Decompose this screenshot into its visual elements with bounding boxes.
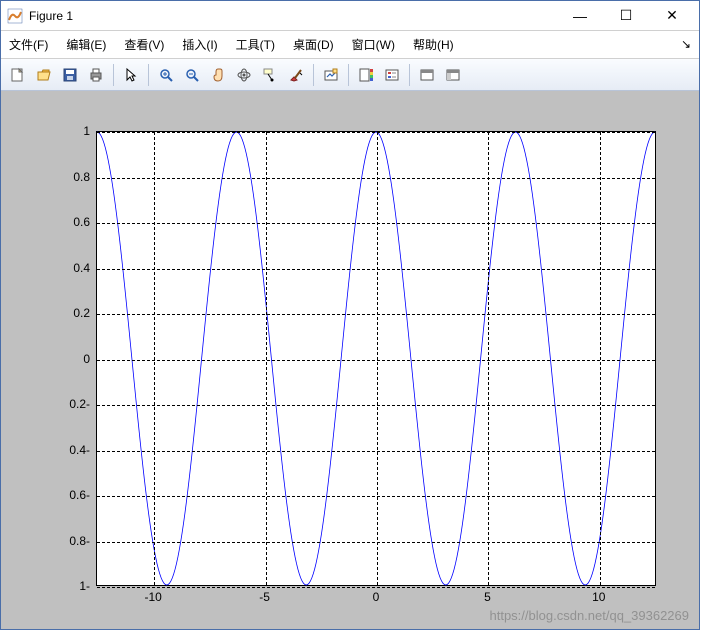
pointer-button[interactable] bbox=[119, 63, 143, 87]
xtick-label: -10 bbox=[145, 590, 162, 604]
zoom-out-button[interactable] bbox=[180, 63, 204, 87]
new-figure-button[interactable] bbox=[6, 63, 30, 87]
titlebar[interactable]: Figure 1 — ☐ ✕ bbox=[1, 1, 699, 31]
plot-line bbox=[97, 132, 655, 585]
gridline-horizontal bbox=[97, 132, 655, 133]
toolbar-separator bbox=[348, 64, 349, 86]
gridline-horizontal bbox=[97, 451, 655, 452]
gridline-vertical bbox=[600, 132, 601, 585]
gridline-horizontal bbox=[97, 314, 655, 315]
hide-plot-tools-icon bbox=[419, 67, 435, 83]
show-plot-tools-button[interactable] bbox=[441, 63, 465, 87]
datacursor-button[interactable] bbox=[258, 63, 282, 87]
link-icon bbox=[323, 67, 339, 83]
save-icon bbox=[62, 67, 78, 83]
zoom-in-button[interactable] bbox=[154, 63, 178, 87]
colorbar-icon bbox=[358, 67, 374, 83]
datacursor-icon bbox=[262, 67, 278, 83]
print-icon bbox=[88, 67, 104, 83]
pan-button[interactable] bbox=[206, 63, 230, 87]
gridline-horizontal bbox=[97, 542, 655, 543]
cosine-line bbox=[97, 132, 655, 585]
rotate3d-icon bbox=[236, 67, 252, 83]
pointer-icon bbox=[123, 67, 139, 83]
print-button[interactable] bbox=[84, 63, 108, 87]
window-title: Figure 1 bbox=[29, 9, 73, 23]
figure-canvas[interactable]: -10-50510-1-0.8-0.6-0.4-0.200.20.40.60.8… bbox=[1, 91, 699, 629]
toolbar bbox=[1, 59, 699, 91]
hide-plot-tools-button[interactable] bbox=[415, 63, 439, 87]
gridline-vertical bbox=[488, 132, 489, 585]
xtick-label: 5 bbox=[484, 590, 491, 604]
gridline-horizontal bbox=[97, 405, 655, 406]
toolbar-separator bbox=[313, 64, 314, 86]
brush-icon bbox=[288, 67, 304, 83]
legend-button[interactable] bbox=[380, 63, 404, 87]
maximize-button[interactable]: ☐ bbox=[603, 2, 649, 30]
gridline-vertical bbox=[377, 132, 378, 585]
rotate3d-button[interactable] bbox=[232, 63, 256, 87]
xtick-label: 10 bbox=[592, 590, 605, 604]
figure-window: Figure 1 — ☐ ✕ 文件(F) 编辑(E) 查看(V) 插入(I) 工… bbox=[0, 0, 700, 630]
watermark-text: https://blog.csdn.net/qq_39362269 bbox=[490, 608, 690, 623]
menu-overflow-icon[interactable]: ↘ bbox=[681, 37, 691, 51]
gridline-horizontal bbox=[97, 496, 655, 497]
gridline-horizontal bbox=[97, 269, 655, 270]
axes[interactable] bbox=[96, 131, 656, 586]
new-figure-icon bbox=[10, 67, 26, 83]
toolbar-separator bbox=[113, 64, 114, 86]
menu-window[interactable]: 窗口(W) bbox=[350, 32, 397, 57]
gridline-horizontal bbox=[97, 223, 655, 224]
zoom-in-icon bbox=[158, 67, 174, 83]
link-button[interactable] bbox=[319, 63, 343, 87]
open-icon bbox=[36, 67, 52, 83]
pan-icon bbox=[210, 67, 226, 83]
show-plot-tools-icon bbox=[445, 67, 461, 83]
toolbar-separator bbox=[148, 64, 149, 86]
brush-button[interactable] bbox=[284, 63, 308, 87]
open-button[interactable] bbox=[32, 63, 56, 87]
menubar: 文件(F) 编辑(E) 查看(V) 插入(I) 工具(T) 桌面(D) 窗口(W… bbox=[1, 31, 699, 59]
zoom-out-icon bbox=[184, 67, 200, 83]
gridline-vertical bbox=[154, 132, 155, 585]
colorbar-button[interactable] bbox=[354, 63, 378, 87]
close-button[interactable]: ✕ bbox=[649, 2, 695, 30]
xtick-label: 0 bbox=[373, 590, 380, 604]
legend-icon bbox=[384, 67, 400, 83]
menu-desktop[interactable]: 桌面(D) bbox=[291, 32, 336, 57]
toolbar-separator bbox=[409, 64, 410, 86]
menu-edit[interactable]: 编辑(E) bbox=[64, 32, 108, 57]
minimize-button[interactable]: — bbox=[557, 2, 603, 30]
menu-tools[interactable]: 工具(T) bbox=[234, 32, 277, 57]
gridline-horizontal bbox=[97, 360, 655, 361]
menu-file[interactable]: 文件(F) bbox=[7, 32, 50, 57]
gridline-vertical bbox=[266, 132, 267, 585]
menu-help[interactable]: 帮助(H) bbox=[411, 32, 456, 57]
matlab-icon bbox=[7, 8, 23, 24]
gridline-horizontal bbox=[97, 178, 655, 179]
xtick-label: -5 bbox=[259, 590, 270, 604]
menu-insert[interactable]: 插入(I) bbox=[180, 32, 219, 57]
gridline-horizontal bbox=[97, 587, 655, 588]
menu-view[interactable]: 查看(V) bbox=[122, 32, 166, 57]
save-button[interactable] bbox=[58, 63, 82, 87]
